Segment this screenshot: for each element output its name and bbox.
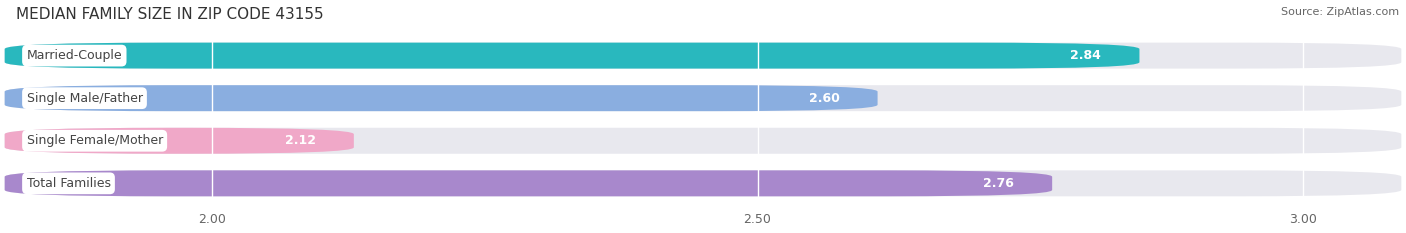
FancyBboxPatch shape xyxy=(4,170,1052,196)
FancyBboxPatch shape xyxy=(4,128,354,154)
Text: Single Male/Father: Single Male/Father xyxy=(27,92,142,105)
Text: 2.12: 2.12 xyxy=(284,134,316,147)
FancyBboxPatch shape xyxy=(4,43,1139,69)
FancyBboxPatch shape xyxy=(4,43,1402,69)
Text: 2.76: 2.76 xyxy=(983,177,1014,190)
FancyBboxPatch shape xyxy=(4,85,1402,111)
Text: 2.84: 2.84 xyxy=(1070,49,1101,62)
FancyBboxPatch shape xyxy=(4,170,1402,196)
FancyBboxPatch shape xyxy=(4,85,877,111)
Text: Source: ZipAtlas.com: Source: ZipAtlas.com xyxy=(1281,7,1399,17)
Text: Married-Couple: Married-Couple xyxy=(27,49,122,62)
FancyBboxPatch shape xyxy=(4,128,1402,154)
Text: Total Families: Total Families xyxy=(27,177,111,190)
Text: MEDIAN FAMILY SIZE IN ZIP CODE 43155: MEDIAN FAMILY SIZE IN ZIP CODE 43155 xyxy=(15,7,323,22)
Text: Single Female/Mother: Single Female/Mother xyxy=(27,134,163,147)
Text: 2.60: 2.60 xyxy=(808,92,839,105)
